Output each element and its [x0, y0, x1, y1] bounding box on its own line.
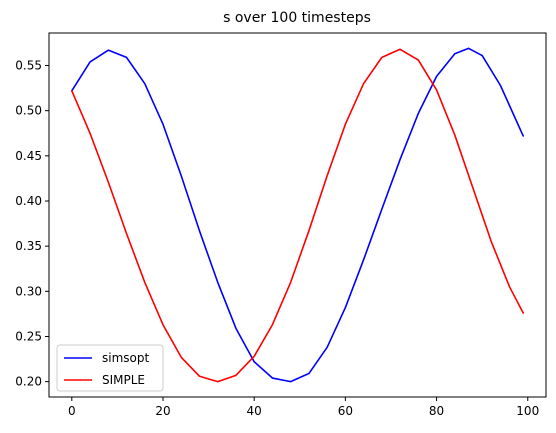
legend: simsopt SIMPLE	[56, 344, 164, 392]
x-tick-label: 100	[516, 404, 539, 418]
y-tick-label: 0.40	[15, 194, 42, 208]
legend-label-simple: SIMPLE	[102, 373, 145, 387]
x-tick-label: 80	[429, 404, 444, 418]
x-tick-label: 60	[338, 404, 353, 418]
plot-area	[49, 33, 546, 397]
x-tick-label: 20	[155, 404, 170, 418]
series-line-simsopt	[71, 47, 525, 383]
x-tick-label: 0	[68, 404, 76, 418]
y-tick-label: 0.20	[15, 375, 42, 389]
y-tick-label: 0.50	[15, 104, 42, 118]
y-tick-label: 0.45	[15, 149, 42, 163]
y-tick-label: 0.35	[15, 239, 42, 253]
legend-label-simsopt: simsopt	[102, 351, 149, 365]
y-tick-label: 0.55	[15, 59, 42, 73]
series-layer	[71, 47, 525, 383]
series-line-simple	[71, 48, 525, 383]
plot-frame	[48, 32, 547, 398]
y-tick-label: 0.25	[15, 329, 42, 343]
x-tick-label: 40	[247, 404, 262, 418]
chart-title: s over 100 timesteps	[223, 10, 371, 26]
x-axis: 0 20 40 60 80 100	[68, 397, 539, 418]
y-tick-label: 0.30	[15, 284, 42, 298]
y-axis: 0.20 0.25 0.30 0.35 0.40 0.45 0.50 0.55	[15, 59, 49, 389]
